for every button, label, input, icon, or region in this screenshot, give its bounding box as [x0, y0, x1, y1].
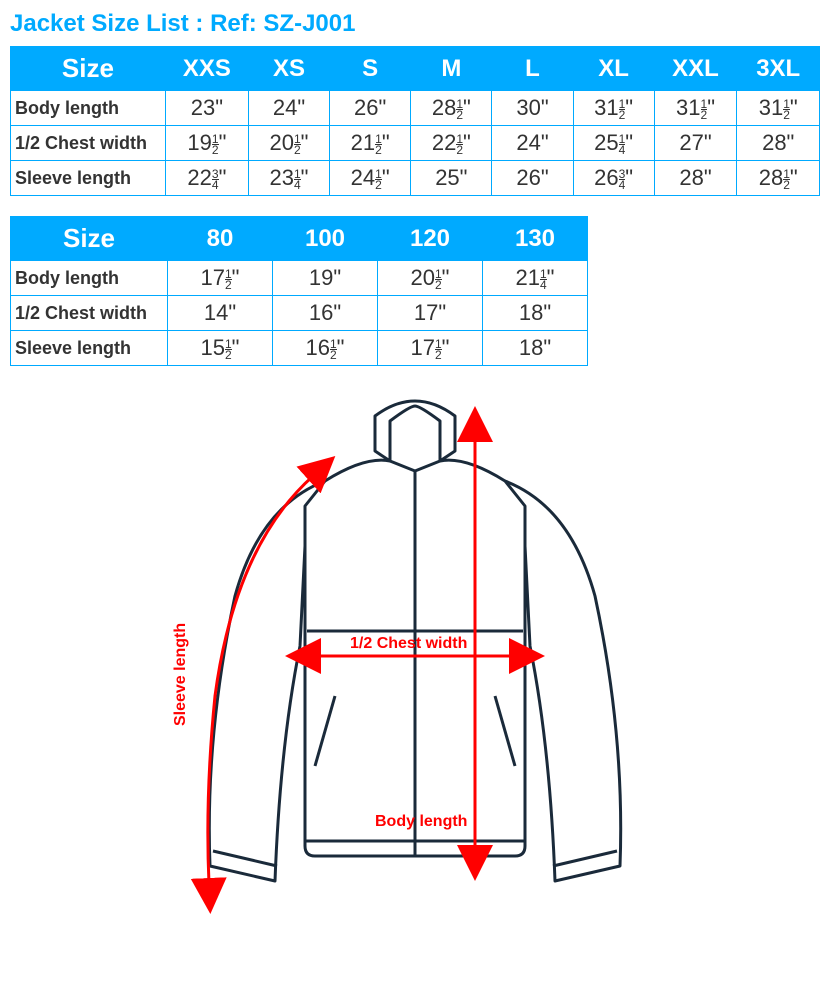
size-column: 130 [483, 217, 588, 261]
measure-row-label: 1/2 Chest width [11, 296, 168, 331]
measure-cell: 2812" [737, 161, 820, 196]
measure-row-label: Sleeve length [11, 161, 166, 196]
measure-cell: 30" [492, 91, 573, 126]
measure-cell: 3112" [654, 91, 737, 126]
measure-cell: 2234" [165, 161, 248, 196]
measure-cell: 2012" [378, 261, 483, 296]
measure-row-label: 1/2 Chest width [11, 126, 166, 161]
page-title: Jacket Size List : Ref: SZ-J001 [10, 10, 820, 38]
measure-cell: 2112" [330, 126, 411, 161]
size-column: 120 [378, 217, 483, 261]
measure-cell: 24" [492, 126, 573, 161]
measure-row-label: Body length [11, 261, 168, 296]
size-column: M [411, 47, 492, 91]
measure-cell: 2212" [411, 126, 492, 161]
size-column: 100 [273, 217, 378, 261]
body-length-label: Body length [375, 813, 467, 830]
jacket-diagram: Sleeve length 1/2 Chest width Body lengt… [10, 396, 820, 926]
size-header: Size [11, 217, 168, 261]
sleeve-length-label: Sleeve length [172, 623, 189, 726]
measure-cell: 2514" [573, 126, 654, 161]
measure-row-label: Sleeve length [11, 331, 168, 366]
measure-cell: 18" [483, 331, 588, 366]
measure-cell: 26" [330, 91, 411, 126]
measure-cell: 2114" [483, 261, 588, 296]
measure-cell: 1712" [168, 261, 273, 296]
size-column: 3XL [737, 47, 820, 91]
size-column: S [330, 47, 411, 91]
measure-cell: 28" [654, 161, 737, 196]
size-column: XXS [165, 47, 248, 91]
size-column: XXL [654, 47, 737, 91]
measure-row-label: Body length [11, 91, 166, 126]
measure-cell: 1612" [273, 331, 378, 366]
measure-cell: 26" [492, 161, 573, 196]
size-column: XS [248, 47, 329, 91]
measure-cell: 19" [273, 261, 378, 296]
measure-cell: 2012" [248, 126, 329, 161]
measure-cell: 2812" [411, 91, 492, 126]
measure-cell: 27" [654, 126, 737, 161]
measure-cell: 3112" [737, 91, 820, 126]
measure-cell: 23" [165, 91, 248, 126]
measure-cell: 16" [273, 296, 378, 331]
size-header: Size [11, 47, 166, 91]
measure-cell: 14" [168, 296, 273, 331]
measure-cell: 1712" [378, 331, 483, 366]
measure-cell: 1512" [168, 331, 273, 366]
measure-cell: 1912" [165, 126, 248, 161]
measure-cell: 28" [737, 126, 820, 161]
size-table-kids: Size80100120130Body length1712"19"2012"2… [10, 216, 588, 366]
measure-cell: 3112" [573, 91, 654, 126]
measure-cell: 17" [378, 296, 483, 331]
measure-cell: 2314" [248, 161, 329, 196]
size-column: XL [573, 47, 654, 91]
measure-cell: 24" [248, 91, 329, 126]
measure-cell: 18" [483, 296, 588, 331]
size-column: L [492, 47, 573, 91]
size-table-adult: SizeXXSXSSMLXLXXL3XLBody length23"24"26"… [10, 46, 820, 196]
chest-width-label: 1/2 Chest width [350, 635, 467, 652]
measure-cell: 25" [411, 161, 492, 196]
size-column: 80 [168, 217, 273, 261]
measure-cell: 2634" [573, 161, 654, 196]
measure-cell: 2412" [330, 161, 411, 196]
